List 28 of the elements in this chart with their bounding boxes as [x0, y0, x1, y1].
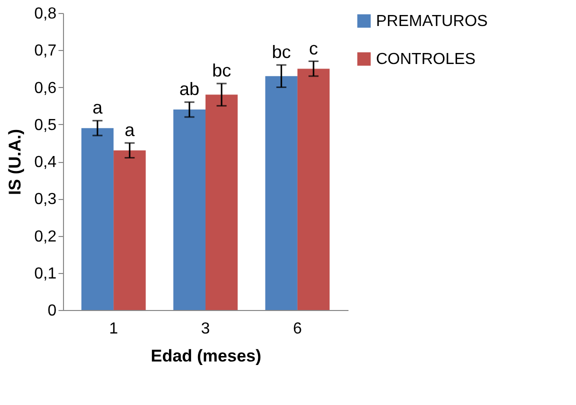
y-tick-label: 0,8: [34, 6, 57, 22]
annotation: ab: [179, 79, 200, 100]
y-tick-label: 0,1: [34, 265, 57, 282]
y-tick-label: 0,4: [34, 154, 57, 171]
bar: [114, 150, 146, 310]
annotation: a: [92, 98, 104, 118]
y-tick-label: 0,3: [34, 191, 57, 208]
y-tick-label: 0,6: [34, 80, 57, 97]
annotation: bc: [272, 42, 291, 62]
x-tick-label: 1: [109, 320, 118, 338]
x-axis-title: Edad (meses): [150, 346, 262, 366]
legend-label: PREMATUROS: [376, 13, 488, 30]
bar: [206, 94, 238, 310]
annotation: c: [309, 38, 318, 58]
x-tick-label: 6: [292, 320, 302, 338]
bar: [81, 128, 114, 310]
bar: [297, 68, 330, 310]
y-axis-title: IS (U.A.): [5, 128, 24, 196]
y-tick-label: 0: [48, 302, 57, 320]
bar: [173, 110, 206, 310]
y-tick-label: 0,5: [34, 116, 57, 134]
legend-label: CONTROLES: [376, 51, 476, 68]
annotation: a: [124, 120, 136, 140]
annotation: bc: [212, 60, 232, 81]
y-tick-label: 0,2: [34, 228, 57, 246]
bar: [265, 76, 298, 310]
y-tick-label: 0,7: [34, 42, 57, 60]
x-tick-label: 3: [201, 320, 210, 338]
